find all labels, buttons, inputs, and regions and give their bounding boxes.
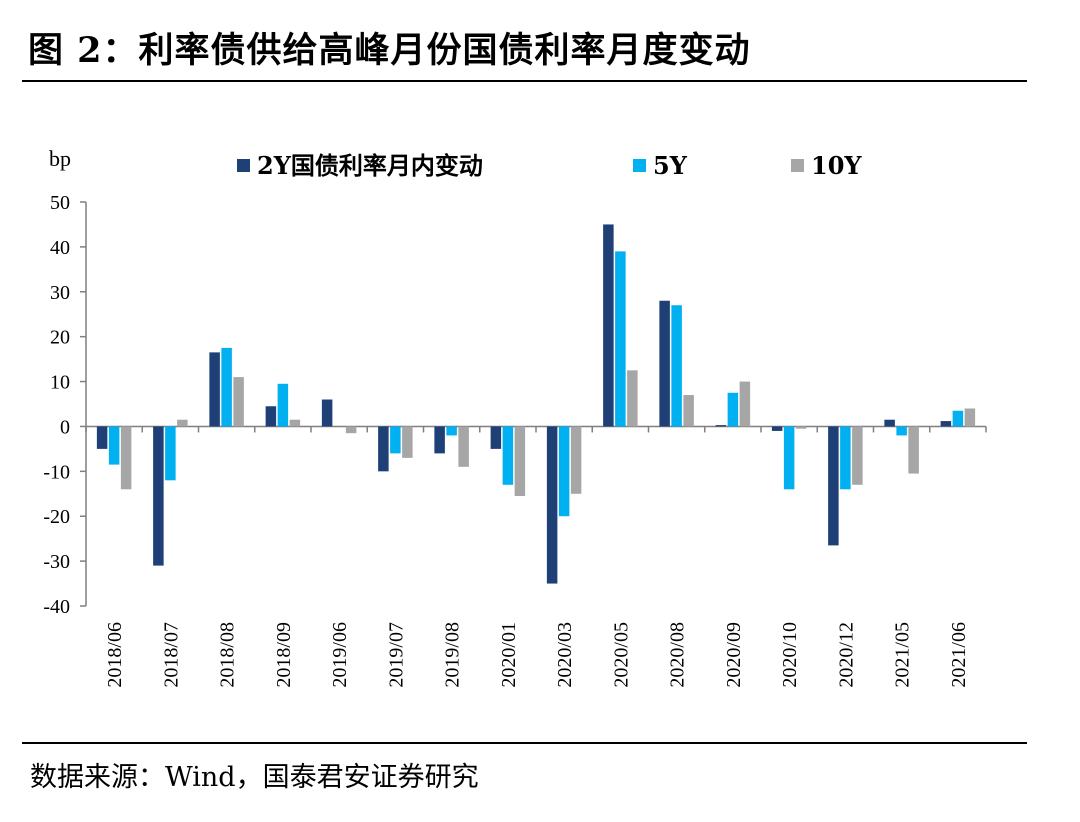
bar xyxy=(390,426,401,454)
x-tick-label: 2019/08 xyxy=(442,622,464,688)
y-tick-label: -10 xyxy=(43,461,70,483)
bar xyxy=(490,426,502,449)
bar xyxy=(615,251,626,427)
bar xyxy=(940,421,952,427)
source-note: 数据来源：Wind，国泰君安证券研究 xyxy=(30,762,479,793)
bar xyxy=(165,426,176,481)
figure-title: 图 2：利率债供给高峰月份国债利率月度变动 xyxy=(28,30,751,71)
bar xyxy=(570,426,582,494)
y-tick-label: 0 xyxy=(60,416,70,438)
x-tick-label: 2020/05 xyxy=(610,622,632,688)
bar xyxy=(434,426,445,454)
bar xyxy=(209,352,220,427)
legend-label: 5Y xyxy=(653,151,688,180)
legend-label: 2Y国债利率月内变动 xyxy=(257,151,483,180)
bar xyxy=(908,426,919,474)
bar xyxy=(265,406,277,427)
bar xyxy=(603,224,614,427)
source-rule xyxy=(22,742,1027,744)
title-rule xyxy=(22,80,1027,82)
y-tick-label: 30 xyxy=(50,282,70,304)
bar xyxy=(715,425,727,427)
bar xyxy=(840,426,851,490)
bar xyxy=(828,426,839,546)
x-tick-label: 2020/01 xyxy=(498,622,520,688)
bar xyxy=(108,426,120,465)
bar xyxy=(546,426,558,584)
bar xyxy=(659,300,670,427)
y-tick-label: 10 xyxy=(50,372,70,394)
bar xyxy=(277,383,289,427)
bar xyxy=(96,426,108,449)
bar xyxy=(896,426,907,436)
bar xyxy=(671,305,682,427)
bar xyxy=(952,410,964,427)
x-tick-label: 2019/06 xyxy=(329,622,351,688)
x-tick-label: 2021/06 xyxy=(948,622,970,688)
bar xyxy=(627,370,638,427)
bar xyxy=(795,426,807,429)
y-tick-label: -30 xyxy=(43,551,70,573)
bar xyxy=(446,426,457,436)
x-tick-label: 2020/12 xyxy=(835,622,857,688)
x-tick-label: 2018/07 xyxy=(160,622,182,688)
bar xyxy=(964,408,976,427)
bar xyxy=(289,419,301,427)
bar xyxy=(739,381,751,427)
x-tick-label: 2020/10 xyxy=(779,622,801,688)
bar xyxy=(514,426,526,497)
legend-swatch xyxy=(791,159,804,172)
y-tick-label: 20 xyxy=(50,327,70,349)
y-tick-label: 50 xyxy=(50,192,70,214)
x-tick-label: 2018/08 xyxy=(217,622,239,688)
y-tick-label: -40 xyxy=(43,596,70,618)
bar xyxy=(321,399,333,427)
bar xyxy=(683,395,694,427)
bar xyxy=(233,377,244,427)
y-tick-label: 40 xyxy=(50,237,70,259)
x-tick-label: 2021/05 xyxy=(892,622,914,688)
x-tick-label: 2018/09 xyxy=(273,622,295,688)
x-tick-label: 2020/09 xyxy=(723,622,745,688)
bar xyxy=(177,419,188,427)
bar xyxy=(345,426,357,434)
bar xyxy=(852,426,863,485)
x-tick-label: 2020/08 xyxy=(667,622,689,688)
bar xyxy=(502,426,514,485)
legend-swatch xyxy=(237,159,250,172)
bar xyxy=(727,392,739,427)
legend-label: 10Y xyxy=(811,151,862,180)
bar xyxy=(458,426,469,467)
bar xyxy=(153,426,164,566)
bar xyxy=(221,347,232,427)
bar xyxy=(783,426,795,490)
bar xyxy=(771,426,783,431)
y-tick-label: -20 xyxy=(43,506,70,528)
x-tick-label: 2020/03 xyxy=(554,622,576,688)
bar xyxy=(402,426,413,458)
y-axis-unit: bp xyxy=(49,146,71,171)
x-tick-label: 2018/06 xyxy=(104,622,126,688)
legend-swatch xyxy=(633,159,646,172)
bar xyxy=(378,426,389,472)
bar xyxy=(884,419,895,427)
bar xyxy=(120,426,132,490)
x-tick-label: 2019/07 xyxy=(385,622,407,688)
bar xyxy=(558,426,570,517)
